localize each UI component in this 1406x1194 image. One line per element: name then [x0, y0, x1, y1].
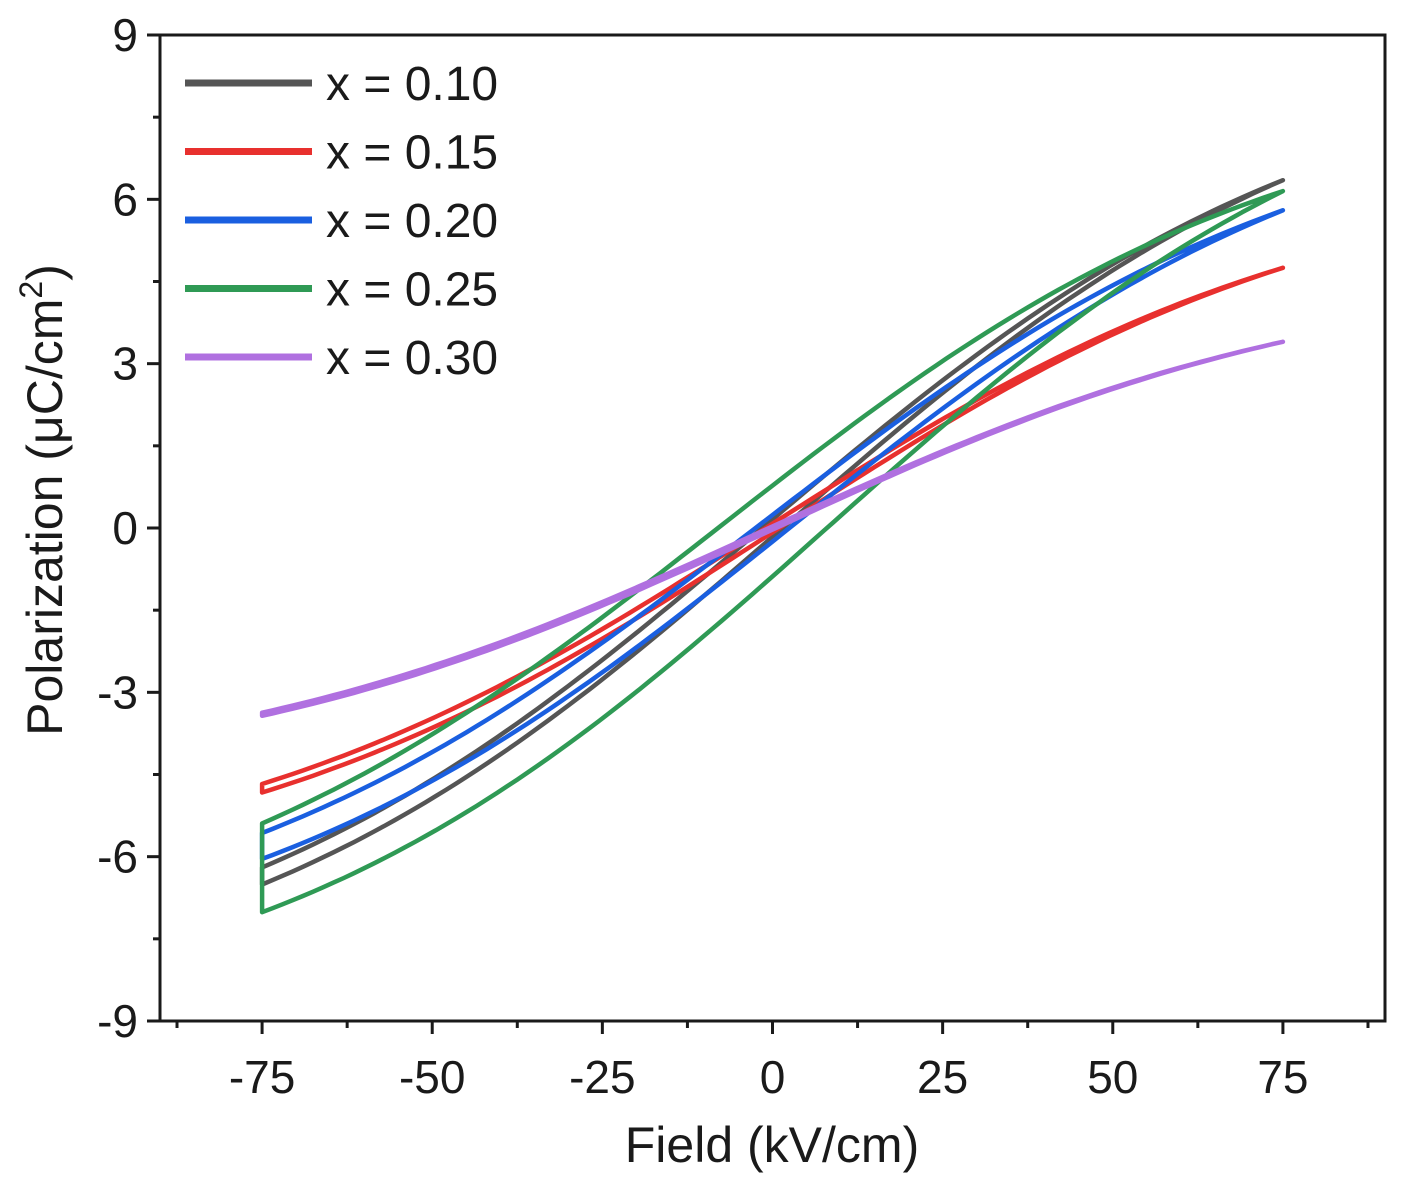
- legend-label: x = 0.25: [326, 264, 498, 317]
- y-tick-label: 0: [112, 502, 138, 554]
- series-curve-2: [259, 208, 1286, 862]
- y-tick-label: -6: [97, 831, 138, 883]
- legend-label: x = 0.30: [326, 332, 498, 385]
- legend-label: x = 0.15: [326, 127, 498, 180]
- x-tick-label: 50: [1087, 1051, 1138, 1103]
- legend-label: x = 0.10: [326, 58, 498, 111]
- x-axis: -75 -50 -25 0 25 50 75: [175, 1021, 1370, 1103]
- x-axis-title: Field (kV/cm): [625, 1117, 919, 1173]
- series-curve-4: [259, 339, 1286, 719]
- x-tick-label: -75: [229, 1051, 295, 1103]
- y-axis: -9 -6 -3 0 3 6 9: [97, 9, 160, 1047]
- series-curves: [259, 177, 1286, 915]
- x-tick-label: -25: [569, 1051, 635, 1103]
- y-axis-title-close: ): [17, 264, 73, 281]
- y-tick-label: -3: [97, 666, 138, 718]
- series-curve-1: [259, 265, 1286, 795]
- legend: x = 0.10 x = 0.15 x = 0.20 x = 0.25 x = 0.30: [185, 58, 498, 385]
- y-tick-label: -9: [97, 995, 138, 1047]
- x-tick-label: 0: [760, 1051, 786, 1103]
- x-tick-label: -50: [399, 1051, 465, 1103]
- legend-label: x = 0.20: [326, 195, 498, 248]
- y-tick-label: 6: [112, 173, 138, 225]
- series-curve-3: [259, 188, 1286, 915]
- y-tick-label: 9: [112, 9, 138, 61]
- y-tick-label: 3: [112, 338, 138, 390]
- y-axis-title-main: Polarization (μC/cm: [17, 299, 73, 736]
- y-axis-title-superscript: 2: [13, 281, 49, 299]
- y-axis-title: Polarization (μC/cm2): [13, 264, 73, 736]
- x-tick-label: 75: [1257, 1051, 1308, 1103]
- x-tick-label: 25: [917, 1051, 968, 1103]
- series-curve-0: [259, 177, 1286, 887]
